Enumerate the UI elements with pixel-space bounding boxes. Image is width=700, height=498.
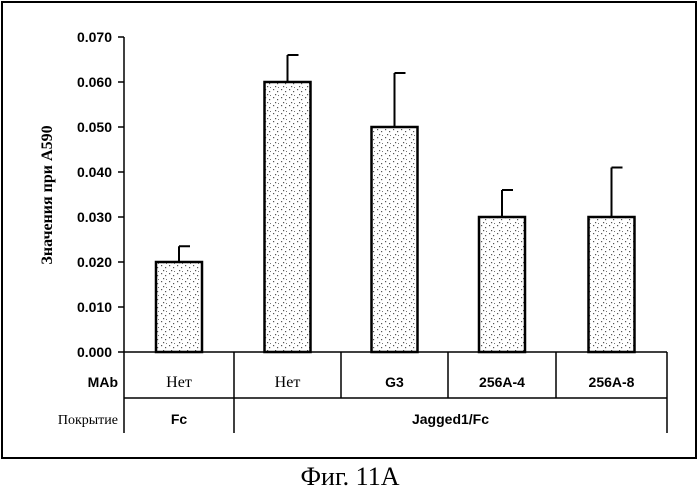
coating-group-label: Jagged1/Fc: [412, 411, 489, 427]
bar: [265, 82, 311, 352]
bar-chart: Значения при A590 0.000 0.010 0.020 0.030 0.…: [0, 0, 700, 462]
x-tick-label: Нет: [275, 374, 301, 391]
y-tick-label: 0.030: [77, 209, 112, 225]
y-tick-label: 0.000: [77, 344, 112, 360]
y-axis-label: Значения при A590: [39, 125, 56, 264]
category-table: MAb Покрытие Нет Нет G3 256A-4 256A-8 Fc Jagged1…: [58, 352, 667, 433]
bar: [156, 262, 202, 352]
y-tick-label: 0.050: [77, 119, 112, 135]
y-tick-label: 0.060: [77, 74, 112, 90]
y-tick-label: 0.010: [77, 299, 112, 315]
bars: [156, 55, 635, 352]
x-tick-label: Нет: [166, 374, 192, 391]
bar: [372, 127, 418, 352]
bar: [589, 217, 635, 352]
y-tick-label: 0.070: [77, 29, 112, 45]
row-label-mab: MAb: [88, 374, 118, 390]
bar: [479, 217, 525, 352]
figure-caption: Фиг. 11A: [0, 462, 700, 492]
y-tick-label: 0.040: [77, 164, 112, 180]
y-tick-label: 0.020: [77, 254, 112, 270]
x-tick-label: G3: [385, 374, 404, 390]
x-tick-label: 256A-4: [479, 374, 525, 390]
x-tick-label: 256A-8: [589, 374, 635, 390]
coating-group-label: Fc: [171, 411, 188, 427]
row-label-coating: Покрытие: [58, 413, 118, 428]
